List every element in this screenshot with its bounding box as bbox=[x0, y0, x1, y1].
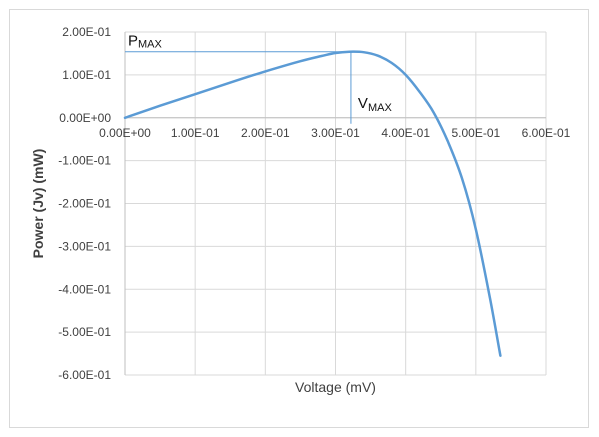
y-tick-label: 0.00E+00 bbox=[59, 111, 111, 125]
y-tick-label: -3.00E-01 bbox=[58, 239, 111, 253]
power-curve bbox=[123, 50, 502, 357]
x-tick-label: 2.00E-01 bbox=[241, 126, 290, 140]
x-tick-labels: 0.00E+00 1.00E-01 2.00E-01 3.00E-01 4.00E-01… bbox=[99, 126, 571, 140]
x-tick-label: 6.00E-01 bbox=[522, 126, 571, 140]
pmax-label: PMAX bbox=[128, 33, 163, 51]
y-tick-labels: 2.00E-01 1.00E-01 0.00E+00 -1.00E-01 -2.00E-… bbox=[58, 25, 111, 382]
x-axis-title: Voltage (mV) bbox=[295, 379, 376, 395]
x-tick-label: 0.00E+00 bbox=[99, 126, 151, 140]
y-tick-label: -6.00E-01 bbox=[58, 368, 111, 382]
y-tick-label: 2.00E-01 bbox=[62, 25, 111, 39]
chart-frame: 0.00E+00 1.00E-01 2.00E-01 3.00E-01 4.00E-01… bbox=[9, 9, 589, 428]
axes bbox=[124, 32, 546, 375]
x-tick-label: 1.00E-01 bbox=[171, 126, 220, 140]
y-tick-label: -1.00E-01 bbox=[58, 154, 111, 168]
y-axis-title: Power (Jv) (mW) bbox=[30, 149, 46, 259]
annotations: PMAX VMAX bbox=[125, 33, 392, 124]
series-group bbox=[123, 50, 502, 357]
y-tick-label: -2.00E-01 bbox=[58, 197, 111, 211]
x-tick-label: 4.00E-01 bbox=[381, 126, 430, 140]
y-tick-label: 1.00E-01 bbox=[62, 68, 111, 82]
y-tick-label: -4.00E-01 bbox=[58, 282, 111, 296]
x-tick-label: 5.00E-01 bbox=[451, 126, 500, 140]
x-tick-label: 3.00E-01 bbox=[311, 126, 360, 140]
power-voltage-chart: 0.00E+00 1.00E-01 2.00E-01 3.00E-01 4.00E-01… bbox=[30, 25, 571, 395]
y-tick-label: -5.00E-01 bbox=[58, 325, 111, 339]
gridlines bbox=[124, 31, 547, 376]
vmax-label: VMAX bbox=[358, 95, 393, 114]
